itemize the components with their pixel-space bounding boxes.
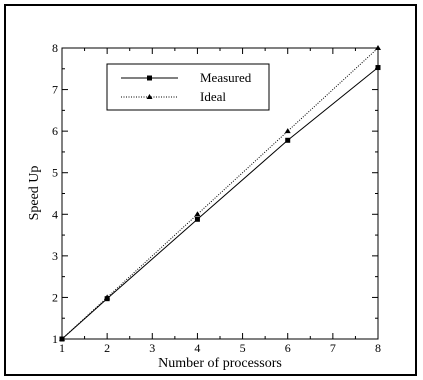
x-tick-label: 8 — [375, 341, 381, 355]
data-point-measured — [375, 65, 381, 71]
x-tick-label: 6 — [285, 341, 291, 355]
y-tick-label: 4 — [52, 207, 58, 221]
x-tick-label: 2 — [104, 341, 110, 355]
data-point-measured — [285, 137, 291, 143]
axis-ticks: 1 2 3 4 5 6 7 8 1 2 3 4 5 6 7 8 — [52, 41, 381, 355]
x-tick-label: 3 — [149, 341, 155, 355]
legend-marker-measured — [147, 75, 152, 81]
data-point-ideal — [375, 45, 381, 50]
y-tick-label: 6 — [52, 124, 58, 138]
legend: Measured Ideal — [106, 63, 270, 111]
legend-marker-ideal — [146, 94, 153, 99]
y-tick-label: 3 — [52, 249, 58, 263]
x-tick-label: 4 — [194, 341, 200, 355]
y-tick-label: 7 — [52, 83, 58, 97]
x-tick-label: 5 — [240, 341, 246, 355]
legend-label-measured: Measured — [200, 70, 252, 85]
x-tick-label: 7 — [330, 341, 336, 355]
series-layer — [59, 45, 381, 342]
data-point-measured — [194, 216, 200, 222]
data-point-ideal — [104, 294, 111, 300]
y-tick-label: 1 — [52, 332, 58, 346]
x-axis-title: Number of processors — [158, 356, 282, 371]
x-tick-label: 1 — [59, 341, 65, 355]
data-point-ideal — [59, 336, 65, 341]
data-point-ideal — [194, 211, 201, 217]
y-axis-title: Speed Up — [27, 166, 42, 221]
y-tick-label: 2 — [52, 290, 58, 304]
series-line-ideal — [61, 47, 379, 340]
data-point-ideal — [284, 128, 291, 134]
y-tick-label: 5 — [52, 166, 58, 180]
legend-label-ideal: Ideal — [200, 89, 226, 104]
legend-box — [106, 63, 270, 111]
y-tick-label: 8 — [52, 41, 58, 55]
